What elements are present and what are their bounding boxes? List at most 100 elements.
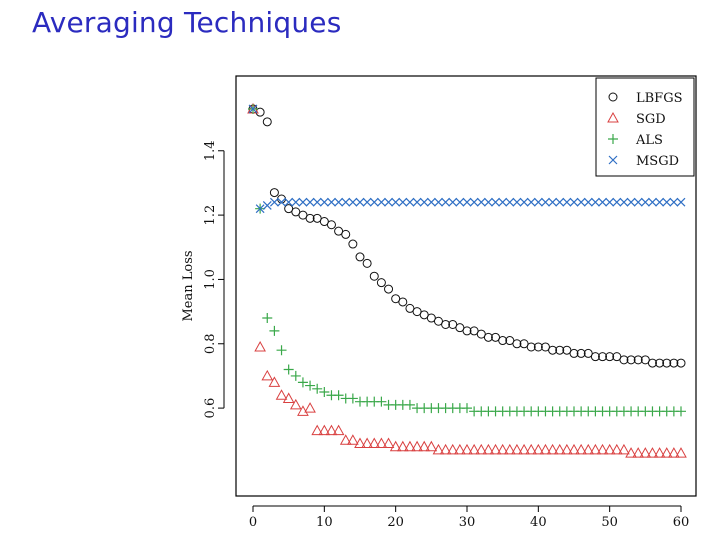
x-tick-label: 0 <box>249 515 257 530</box>
sgd-point <box>361 437 373 448</box>
msgd-point <box>512 197 522 207</box>
als-point <box>262 313 273 324</box>
msgd-point <box>319 197 329 207</box>
lbfgs-point <box>655 358 665 368</box>
x-tick-label: 30 <box>459 515 476 530</box>
lbfgs-point <box>662 358 672 368</box>
msgd-point <box>669 197 679 207</box>
lbfgs-point <box>598 352 608 362</box>
msgd-point <box>612 197 622 207</box>
sgd-point <box>418 440 431 452</box>
y-tick-label: 0.6 <box>203 398 218 419</box>
lbfgs-point <box>483 332 493 342</box>
als-point <box>676 406 686 417</box>
lbfgs-point <box>441 319 451 329</box>
lbfgs-point <box>355 252 365 262</box>
lbfgs-point <box>326 220 336 230</box>
als-point <box>276 345 287 356</box>
als-point <box>462 403 472 414</box>
sgd-point <box>432 443 445 455</box>
lbfgs-point <box>498 336 508 346</box>
sgd-point <box>646 447 659 458</box>
msgd-point <box>598 197 607 207</box>
x-tick-label: 40 <box>530 515 547 530</box>
lbfgs-point <box>590 352 600 362</box>
sgd-point <box>546 443 559 455</box>
lbfgs-point <box>384 284 394 294</box>
sgd-point <box>396 440 409 452</box>
msgd-point <box>327 197 336 207</box>
sgd-point <box>618 443 630 455</box>
sgd-point <box>610 443 623 455</box>
slide-title: Averaging Techniques <box>32 6 342 39</box>
sgd-point <box>660 447 673 458</box>
legend-als-label: ALS <box>635 133 663 148</box>
sgd-point <box>575 443 587 455</box>
lbfgs-point <box>362 258 372 268</box>
lbfgs-point <box>576 348 586 358</box>
sgd-point <box>561 443 573 455</box>
sgd-point <box>503 443 516 455</box>
lbfgs-point <box>269 188 279 198</box>
legend: LBFGS SGD ALS MSGD <box>595 77 695 177</box>
legend-sgd-marker <box>607 111 619 123</box>
sgd-point <box>668 447 680 458</box>
sgd-point <box>354 437 366 448</box>
msgd-point <box>483 197 493 207</box>
sgd-point <box>282 392 295 403</box>
lbfgs-point <box>398 297 408 307</box>
sgd-point <box>525 443 538 455</box>
sgd-point <box>518 443 530 455</box>
als-point <box>347 393 358 404</box>
msgd-point <box>590 197 600 207</box>
sgd-point <box>582 443 595 455</box>
msgd-point <box>305 197 315 207</box>
sgd-point <box>603 443 616 455</box>
msgd-point <box>676 197 686 207</box>
msgd-point <box>626 197 636 207</box>
sgd-point <box>275 389 288 400</box>
sgd-point <box>411 440 423 452</box>
msgd-point <box>398 197 408 207</box>
y-axis: 0.6 0.8 1.0 1.2 1.4 <box>203 140 225 419</box>
lbfgs-point <box>305 213 315 223</box>
msgd-point <box>419 197 429 207</box>
sgd-point <box>461 443 473 455</box>
series-sgd <box>247 102 687 458</box>
lbfgs-point <box>462 326 472 336</box>
msgd-point <box>662 197 672 207</box>
legend-lbfgs-marker <box>608 92 618 102</box>
msgd-point <box>448 197 458 207</box>
y-tick-label: 1.0 <box>203 269 218 290</box>
msgd-point <box>469 197 479 207</box>
x-tick-label: 50 <box>601 515 618 530</box>
msgd-point <box>633 197 643 207</box>
lbfgs-point <box>555 345 565 355</box>
sgd-point <box>446 443 459 455</box>
msgd-point <box>405 197 415 207</box>
als-point <box>283 364 294 375</box>
x-tick-label: 10 <box>316 515 333 530</box>
series-layer <box>247 102 687 458</box>
series-msgd <box>248 104 686 214</box>
sgd-point <box>653 447 666 458</box>
msgd-point <box>248 104 258 114</box>
sgd-point <box>382 437 395 448</box>
msgd-point <box>284 197 294 207</box>
sgd-point <box>268 376 281 387</box>
y-axis-label: Mean Loss <box>181 250 196 321</box>
series-als <box>248 103 686 417</box>
lbfgs-point <box>626 355 636 365</box>
lbfgs-point <box>548 345 558 355</box>
sgd-point <box>454 443 466 455</box>
als-point <box>312 383 323 394</box>
msgd-point <box>334 197 344 207</box>
als-point <box>305 380 316 391</box>
sgd-point <box>318 424 331 436</box>
sgd-point <box>539 443 552 455</box>
msgd-point <box>526 197 536 207</box>
als-point <box>319 387 330 398</box>
sgd-point <box>347 434 359 445</box>
msgd-point <box>455 197 465 207</box>
als-point <box>376 396 387 407</box>
